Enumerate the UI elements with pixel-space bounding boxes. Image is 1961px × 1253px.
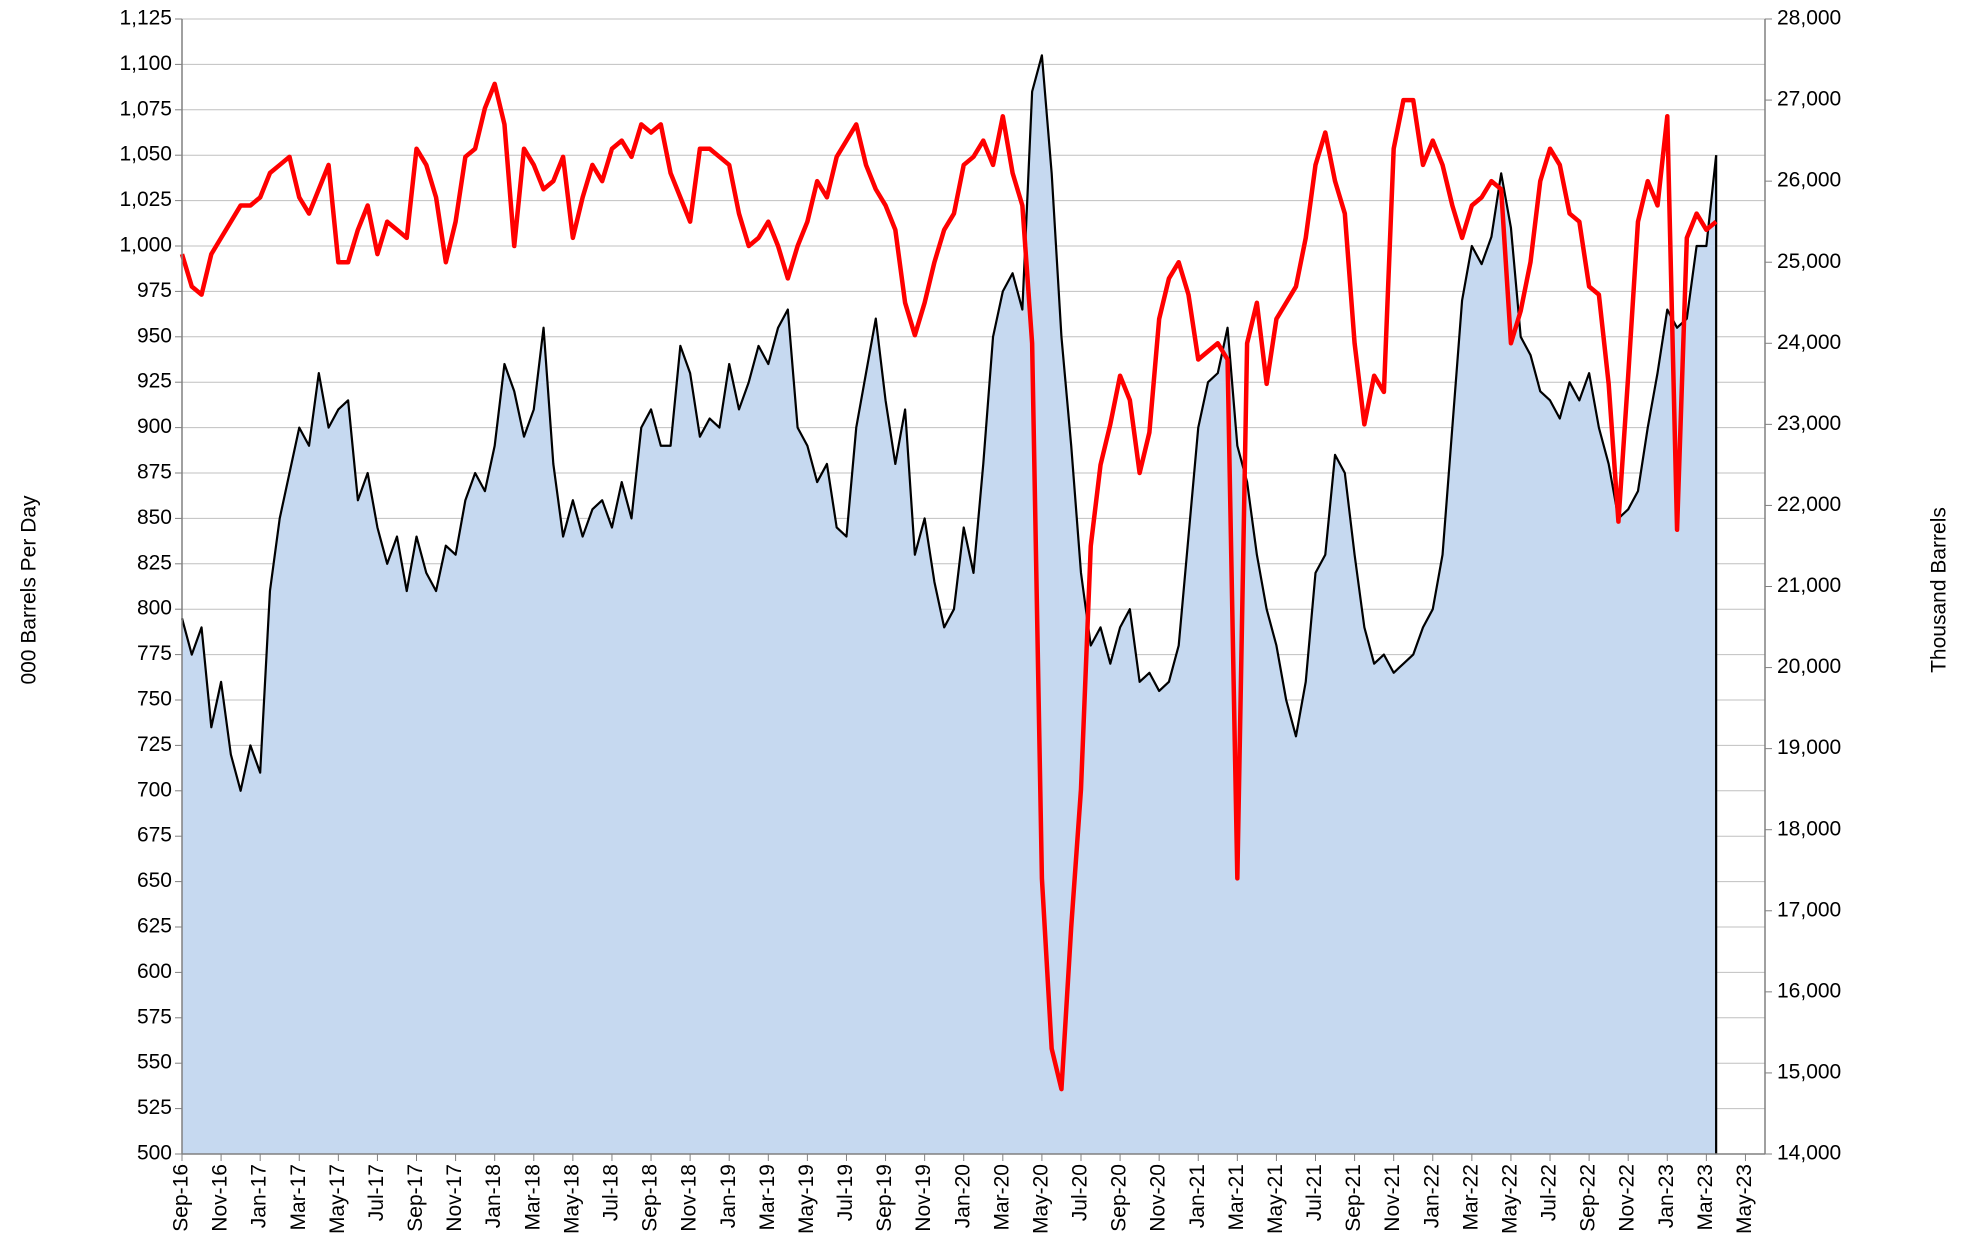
y-tick-label: 900: [137, 415, 172, 438]
x-tick-label: Sep-17: [404, 1164, 427, 1232]
x-tick-label: Jul-21: [1303, 1164, 1326, 1221]
y-axis-title: 000 Barrels Per Day: [18, 495, 41, 685]
y-tick-label: 925: [137, 370, 172, 393]
line: [179, 81, 1718, 1092]
y2-tick-label: 14,000: [1777, 1142, 1841, 1165]
y-tick-label: 1,100: [119, 52, 172, 75]
x-tick-label: Mar-23: [1694, 1164, 1717, 1231]
x-tick-label: Jan-23: [1655, 1164, 1678, 1228]
y-tick-label: 1,050: [119, 143, 172, 166]
y2-tick-label: 25,000: [1777, 250, 1841, 273]
x-tick-label: Mar-21: [1225, 1164, 1248, 1231]
x-tick-label: Nov-19: [912, 1164, 935, 1232]
y2-tick-label: 16,000: [1777, 979, 1841, 1002]
x-tick-label: May-18: [560, 1164, 583, 1234]
y2-tick-label: 20,000: [1777, 655, 1841, 678]
x-tick-label: Nov-16: [209, 1164, 232, 1232]
y-tick-label: 625: [137, 915, 172, 938]
x-tick-label: Sep-22: [1577, 1164, 1600, 1232]
y-tick-label: 825: [137, 551, 172, 574]
y-tick-label: 1,075: [119, 97, 172, 120]
y2-tick-label: 22,000: [1777, 493, 1841, 516]
x-tick-label: Mar-19: [756, 1164, 779, 1231]
y2-axis-title: Thousand Barrels: [1928, 507, 1951, 673]
y-tick-label: 600: [137, 960, 172, 983]
y2-tick-label: 24,000: [1777, 331, 1841, 354]
y2-tick-label: 18,000: [1777, 817, 1841, 840]
y2-tick-label: 27,000: [1777, 88, 1841, 111]
y-tick-label: 675: [137, 824, 172, 847]
y-tick-label: 800: [137, 597, 172, 620]
x-tick-label: Jul-20: [1069, 1164, 1092, 1221]
x-tick-label: Nov-20: [1147, 1164, 1170, 1232]
area-line: [180, 54, 1718, 792]
x-tick-label: Sep-19: [873, 1164, 896, 1232]
y-tick-label: 1,125: [119, 7, 172, 30]
x-tick-label: Nov-21: [1381, 1164, 1404, 1232]
y2-tick-label: 28,000: [1777, 7, 1841, 30]
y-tick-label: 1,000: [119, 234, 172, 257]
y-tick-label: 525: [137, 1096, 172, 1119]
y-tick-label: 500: [137, 1142, 172, 1165]
x-tick-label: Jul-17: [365, 1164, 388, 1221]
x-tick-label: Sep-16: [170, 1164, 193, 1232]
x-tick-label: Nov-17: [443, 1164, 466, 1232]
x-tick-label: Nov-22: [1616, 1164, 1639, 1232]
x-tick-label: Sep-20: [1108, 1164, 1131, 1232]
y-tick-label: 750: [137, 688, 172, 711]
y-tick-label: 950: [137, 324, 172, 347]
x-tick-label: Jul-19: [834, 1164, 857, 1221]
y2-tick-label: 19,000: [1777, 736, 1841, 759]
y-tick-label: 550: [137, 1051, 172, 1074]
y-tick-label: 850: [137, 506, 172, 529]
x-tick-label: May-17: [326, 1164, 349, 1234]
x-tick-label: May-19: [795, 1164, 818, 1234]
x-tick-label: Mar-18: [521, 1164, 544, 1231]
y2-tick-label: 21,000: [1777, 574, 1841, 597]
x-tick-label: Jan-22: [1420, 1164, 1443, 1228]
x-tick-label: Jan-19: [717, 1164, 740, 1228]
y-tick-label: 725: [137, 733, 172, 756]
y-tick-label: 700: [137, 778, 172, 801]
y-tick-label: 575: [137, 1005, 172, 1028]
x-tick-label: Jul-22: [1538, 1164, 1561, 1221]
x-tick-label: Nov-18: [678, 1164, 701, 1232]
x-tick-label: May-20: [1029, 1164, 1052, 1234]
y-tick-label: 650: [137, 869, 172, 892]
area-fill: [182, 55, 1717, 1155]
x-tick-label: Mar-22: [1459, 1164, 1482, 1231]
y-tick-label: 775: [137, 642, 172, 665]
x-tick-label: Mar-20: [990, 1164, 1013, 1231]
x-tick-label: Sep-21: [1342, 1164, 1365, 1232]
y2-tick-label: 26,000: [1777, 169, 1841, 192]
x-tick-label: May-22: [1498, 1164, 1521, 1234]
x-tick-label: Jan-20: [951, 1164, 974, 1228]
y-tick-label: 975: [137, 279, 172, 302]
x-tick-label: Jan-17: [248, 1164, 271, 1228]
x-tick-label: Mar-17: [287, 1164, 310, 1231]
y2-tick-label: 23,000: [1777, 412, 1841, 435]
y-tick-label: 1,025: [119, 188, 172, 211]
x-tick-label: May-21: [1264, 1164, 1287, 1234]
x-tick-label: Jul-18: [599, 1164, 622, 1221]
x-tick-label: Sep-18: [639, 1164, 662, 1232]
x-tick-label: May-23: [1733, 1164, 1756, 1234]
y-tick-label: 875: [137, 461, 172, 484]
y2-tick-label: 15,000: [1777, 1060, 1841, 1083]
x-tick-label: Jan-21: [1186, 1164, 1209, 1228]
x-tick-label: Jan-18: [482, 1164, 505, 1228]
y2-tick-label: 17,000: [1777, 898, 1841, 921]
